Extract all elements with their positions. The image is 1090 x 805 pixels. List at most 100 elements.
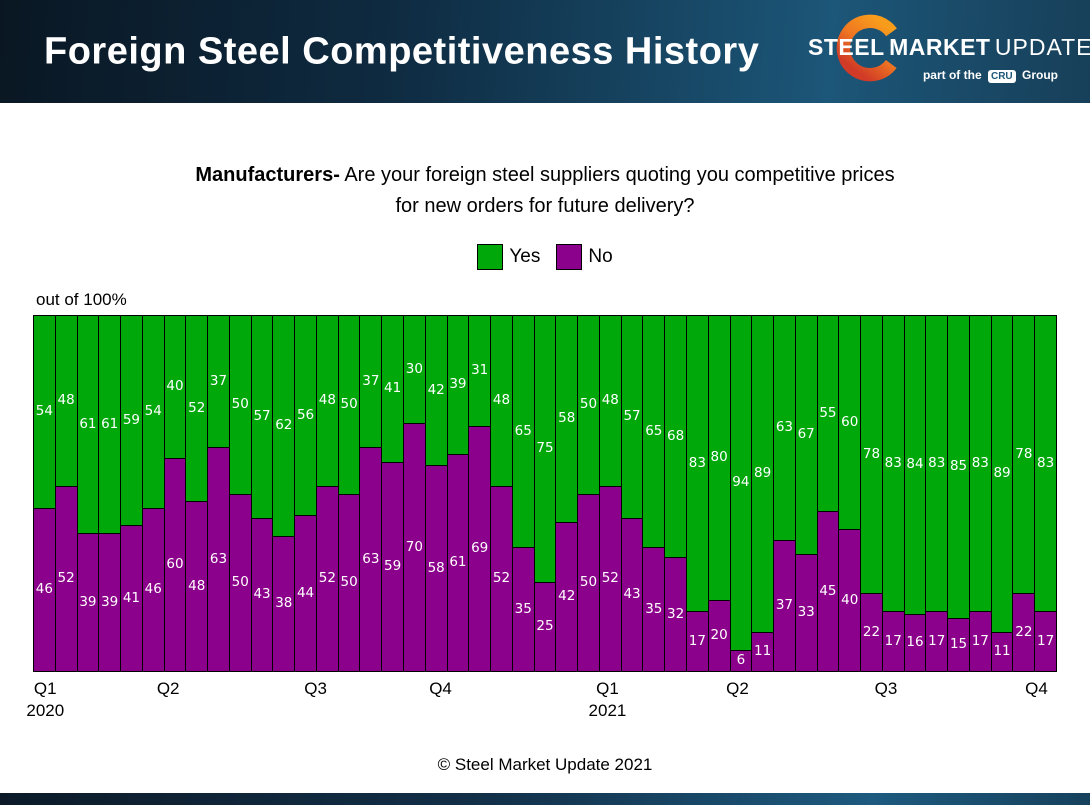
yes-value-label: 50 [579,396,598,412]
legend-label-no: No [588,246,613,267]
no-value-label: 48 [188,577,206,594]
yes-value-label: 54 [35,403,53,420]
yes-value-label: 48 [57,392,75,409]
yes-value-label: 83 [971,454,989,471]
no-value-label: 17 [1037,632,1055,649]
bar-group: 50 50 [577,316,599,671]
no-value-label: 22 [1015,623,1033,640]
yes-segment: 31 [469,316,491,427]
tagline-prefix: part of the [922,68,982,82]
yes-segment: 37 [208,316,229,448]
no-segment: 17 [969,610,991,671]
bar-group: 39 61 [446,316,469,671]
no-value-label: 25 [536,618,554,635]
yes-value-label: 61 [79,415,97,432]
x-axis-quarter-label: Q4 [1025,679,1048,698]
yes-segment: 83 [969,316,991,611]
no-value-label: 69 [471,540,489,557]
tagline-suffix: Group [1022,68,1058,82]
question-lead: Manufacturers- [195,164,340,186]
no-segment: 17 [686,610,708,671]
bar-group: 83 17 [968,316,991,671]
no-value-label: 63 [209,550,228,567]
yes-segment: 62 [273,316,295,537]
no-segment: 39 [77,532,99,671]
no-segment: 60 [164,458,186,671]
no-segment: 43 [251,518,273,671]
yes-segment: 48 [491,316,512,487]
yes-value-label: 30 [405,360,423,377]
bar-group: 63 37 [773,316,795,671]
yes-segment: 58 [556,316,578,522]
no-value-label: 39 [79,593,97,610]
yes-segment: 83 [926,316,948,611]
x-axis-year-label: 2020 [26,701,65,721]
bar-group: 52 48 [185,316,208,671]
no-segment: 48 [186,500,208,671]
legend-label-yes: Yes [509,246,541,267]
no-segment: 17 [1035,610,1056,671]
yes-segment: 57 [621,316,643,519]
brand-update: UPDATE [994,34,1090,60]
brand-steel: STEEL [808,34,885,60]
bar-group: 57 43 [250,316,273,671]
yes-segment: 63 [774,316,795,540]
bar-group: 55 45 [816,316,839,671]
no-segment: 70 [404,422,425,671]
yes-value-label: 84 [906,456,924,473]
yes-segment: 57 [251,316,273,519]
bar-group: 65 35 [511,316,534,671]
yes-value-label: 42 [427,381,445,398]
bar-group: 58 42 [555,316,578,671]
brand-market: MARKET [889,34,991,60]
yes-value-label: 60 [841,413,859,430]
yes-value-label: 48 [318,392,336,409]
yes-value-label: 57 [623,408,641,425]
x-axis-quarter-label: Q2 [156,679,180,698]
no-value-label: 15 [949,636,968,653]
bar-group: 50 50 [228,316,251,671]
yes-segment: 50 [578,316,599,494]
legend-item-no: No [556,244,613,270]
no-value-label: 33 [797,604,815,621]
no-segment: 45 [817,511,839,671]
no-segment: 69 [469,426,491,671]
yes-value-label: 50 [231,396,249,412]
no-segment: 46 [142,507,164,671]
yes-segment: 56 [295,316,316,515]
page-title: Foreign Steel Competitiveness History [44,30,760,72]
x-axis-quarter-label: Q1 2020 [26,678,64,722]
brand-tagline: part of the CRU Group [923,68,1058,83]
x-axis-quarter-label: Q2 [726,679,749,698]
no-segment: 52 [599,486,621,671]
bar-group: 40 60 [163,316,186,671]
yes-segment: 80 [708,316,730,600]
no-value-label: 45 [819,582,837,599]
no-value-label: 41 [122,589,141,606]
no-segment: 37 [774,539,795,671]
no-value-label: 50 [231,574,249,590]
yes-segment: 42 [425,316,447,466]
no-value-label: 20 [710,627,728,644]
yes-value-label: 48 [601,392,619,409]
no-value-label: 40 [841,591,859,608]
no-value-label: 17 [688,632,706,649]
yes-segment: 52 [186,316,208,501]
y-axis-note: out of 100% [36,290,127,309]
yes-value-label: 65 [514,422,532,439]
yes-segment: 30 [404,316,425,423]
yes-value-label: 62 [275,417,293,434]
yes-value-label: 78 [862,445,881,462]
yes-segment: 84 [904,316,926,615]
no-segment: 63 [208,447,229,671]
bar-group: 41 59 [381,316,404,671]
bar-group: 31 69 [468,316,491,671]
yes-value-label: 65 [645,422,663,439]
bar-group: 54 46 [141,316,164,671]
yes-value-label: 80 [710,449,728,466]
no-segment: 6 [730,649,752,671]
yes-value-label: 39 [449,376,467,393]
x-axis: Q1 2020 Q2 Q3 Q4 Q1 2021 Q2 Q3 Q4 [26,678,1057,724]
yes-segment: 67 [795,316,817,554]
bar-group: 83 17 [685,316,708,671]
